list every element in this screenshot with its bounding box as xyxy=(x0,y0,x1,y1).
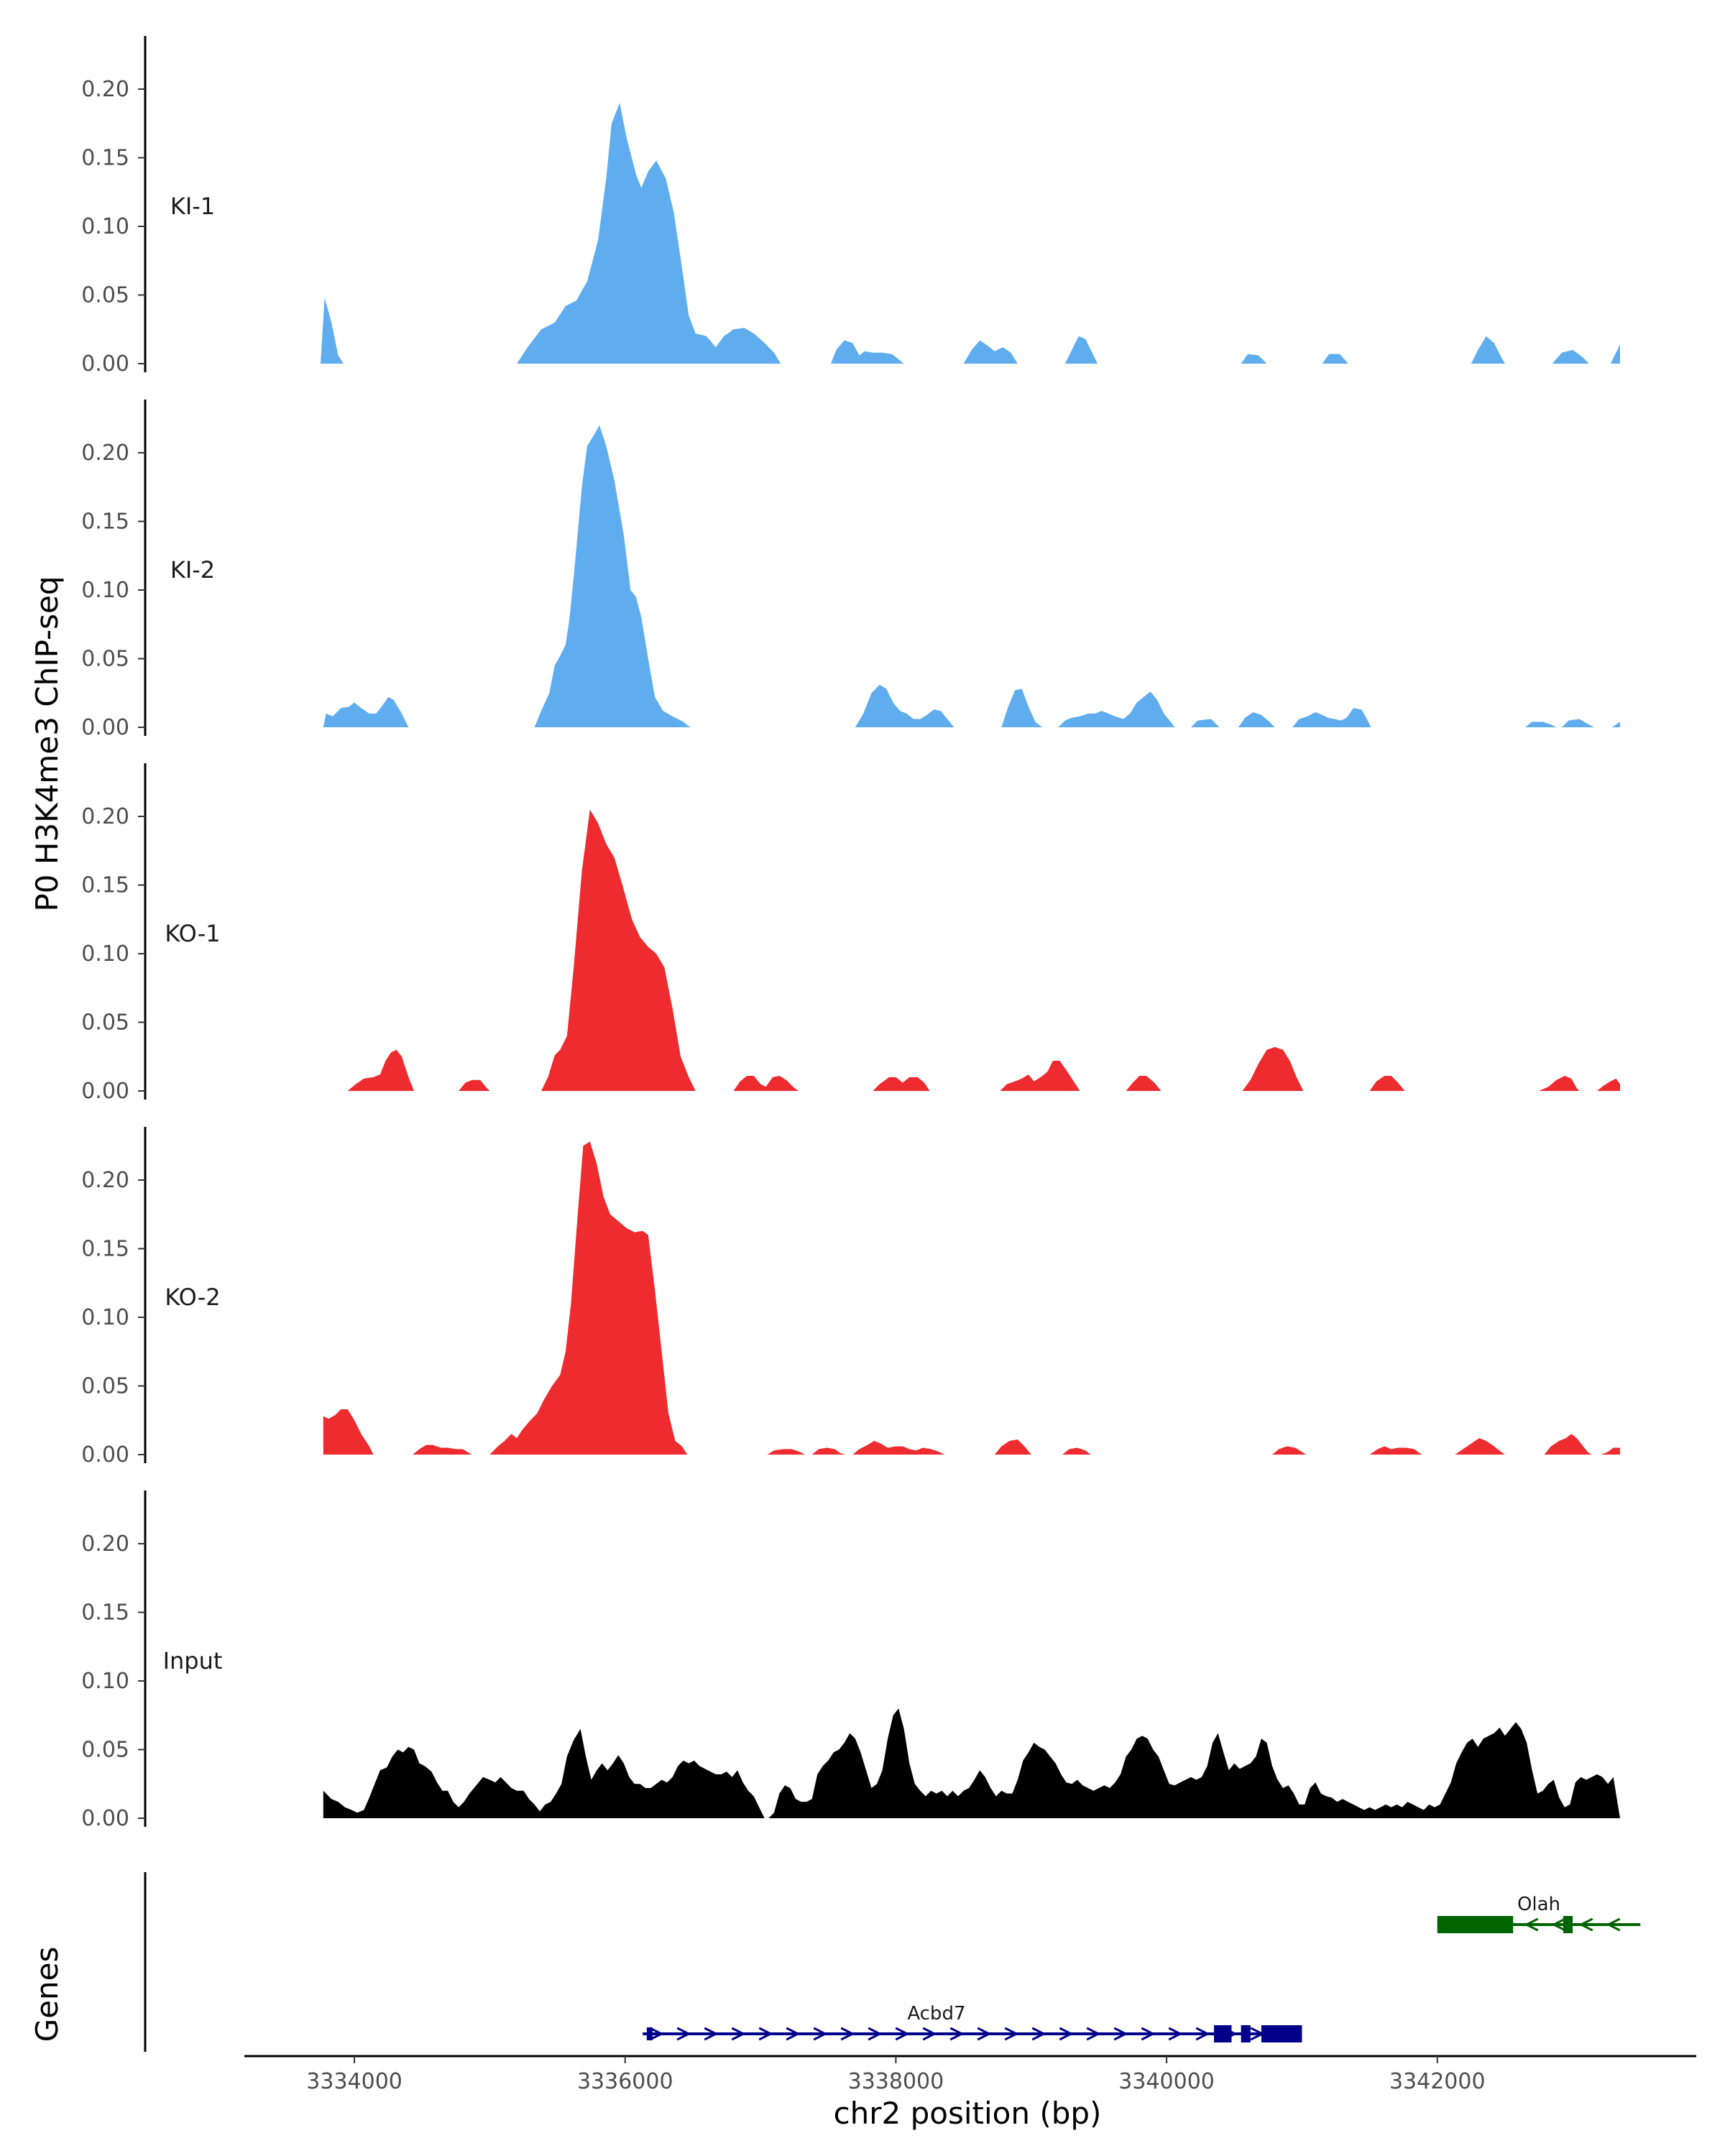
track-panel-ki-1: 0.00 0.05 0.10 0.15 0.20 KI-1 xyxy=(81,36,1620,377)
signal-area-ki-1 xyxy=(321,103,1620,364)
strand-arrow xyxy=(840,2027,855,2041)
strand-arrow xyxy=(676,2027,691,2041)
y-tick-label: 0.20 xyxy=(81,441,129,466)
y-tick-label: 0.20 xyxy=(81,77,129,102)
strand-arrow xyxy=(758,2027,773,2041)
strand-arrow xyxy=(1141,2027,1156,2041)
exon-block xyxy=(1241,2025,1251,2042)
x-tick-label: 3336000 xyxy=(577,2069,673,2094)
track-label: KI-2 xyxy=(170,556,215,584)
gene-label: Olah xyxy=(1517,1894,1560,1915)
exon-block xyxy=(1261,2025,1302,2042)
strand-arrow xyxy=(1578,1917,1593,1932)
x-tick-label: 3342000 xyxy=(1389,2069,1486,2094)
y-tick-label: 0.05 xyxy=(81,1738,129,1763)
strand-arrow xyxy=(1031,2027,1046,2041)
y-tick-label: 0.15 xyxy=(81,146,129,171)
strand-arrow xyxy=(895,2027,910,2041)
track-panel-ko-1: 0.00 0.05 0.10 0.15 0.20 KO-1 xyxy=(81,763,1621,1104)
strand-arrow xyxy=(868,2027,883,2041)
y-tick-label: 0.05 xyxy=(81,1374,129,1399)
x-tick-label: 3338000 xyxy=(848,2069,944,2094)
exon-block xyxy=(1437,1916,1514,1933)
strand-arrow xyxy=(813,2027,828,2041)
track-label: KO-1 xyxy=(165,920,220,947)
gene-track: Acbd7 Olah xyxy=(144,1872,1641,2052)
y-tick-label: 0.05 xyxy=(81,647,129,672)
y-tick-label: 0.10 xyxy=(81,578,129,603)
strand-arrow xyxy=(1551,1917,1566,1932)
y-tick-label: 0.15 xyxy=(81,510,129,535)
gene-olah: Olah xyxy=(1437,1894,1641,1933)
x-tick-label: 3340000 xyxy=(1118,2069,1215,2094)
track-panel-ko-2: 0.00 0.05 0.10 0.15 0.20 KO-2 xyxy=(81,1127,1620,1468)
strand-arrow xyxy=(922,2027,937,2041)
y-tick-label: 0.20 xyxy=(81,1168,129,1193)
y-tick-label: 0.05 xyxy=(81,1010,129,1036)
strand-arrow xyxy=(649,2027,664,2041)
y-tick-label: 0.10 xyxy=(81,1669,129,1694)
track-label: KO-2 xyxy=(165,1284,220,1311)
y-tick-label: 0.10 xyxy=(81,214,129,239)
y-tick-label: 0.00 xyxy=(81,351,129,377)
y-tick-label: 0.15 xyxy=(81,873,129,898)
strand-arrow xyxy=(786,2027,801,2041)
y-tick-label: 0.10 xyxy=(81,941,129,967)
strand-arrow xyxy=(704,2027,719,2041)
signal-area-ko-2 xyxy=(323,1141,1620,1455)
y-tick-label: 0.15 xyxy=(81,1237,129,1262)
track-panel-input: 0.00 0.05 0.10 0.15 0.20 Input xyxy=(81,1491,1620,1831)
strand-arrow xyxy=(1195,2027,1210,2041)
y-tick-label: 0.05 xyxy=(81,283,129,308)
strand-arrow xyxy=(1004,2027,1019,2041)
x-tick-label: 3334000 xyxy=(306,2069,402,2094)
gene-label: Acbd7 xyxy=(907,2003,965,2024)
signal-area-ko-1 xyxy=(347,809,1621,1091)
strand-arrow xyxy=(1524,1917,1539,1932)
y-tick-label: 0.00 xyxy=(81,1806,129,1831)
exon-block xyxy=(1214,2025,1232,2042)
y-tick-label: 0.15 xyxy=(81,1600,129,1626)
y-tick-label: 0.00 xyxy=(81,1442,129,1468)
track-label: Input xyxy=(163,1647,223,1674)
y-tick-label: 0.20 xyxy=(81,1531,129,1557)
strand-arrow xyxy=(1606,1917,1621,1932)
genes-axis-title: Genes xyxy=(29,1947,65,2042)
strand-arrow xyxy=(1113,2027,1128,2041)
signal-tracks: 0.00 0.05 0.10 0.15 0.20 KI-1 0.00 0.05 0.10 0.15… xyxy=(81,36,1621,1831)
gene-acbd7: Acbd7 xyxy=(643,2003,1302,2042)
y-axis-title: P0 H3K4me3 ChIP-seq xyxy=(29,576,65,911)
track-label: KI-1 xyxy=(170,193,215,220)
y-tick-label: 0.00 xyxy=(81,1079,129,1104)
track-panel-ki-2: 0.00 0.05 0.10 0.15 0.20 KI-2 xyxy=(81,400,1620,740)
signal-area-input xyxy=(323,1708,1620,1818)
strand-arrow xyxy=(949,2027,965,2041)
x-axis: 3334000 3336000 3338000 3340000 3342000 xyxy=(244,2055,1696,2094)
strand-arrow xyxy=(1059,2027,1074,2041)
strand-arrow xyxy=(1086,2027,1101,2041)
y-tick-label: 0.10 xyxy=(81,1305,129,1330)
x-axis-title: chr2 position (bp) xyxy=(834,2096,1102,2131)
strand-arrow xyxy=(731,2027,746,2041)
signal-area-ki-2 xyxy=(323,425,1620,727)
exon-block xyxy=(1563,1916,1573,1933)
y-tick-label: 0.20 xyxy=(81,804,129,829)
y-tick-label: 0.00 xyxy=(81,715,129,740)
exon-block xyxy=(646,2027,653,2040)
strand-arrow xyxy=(1168,2027,1183,2041)
strand-arrow xyxy=(977,2027,992,2041)
